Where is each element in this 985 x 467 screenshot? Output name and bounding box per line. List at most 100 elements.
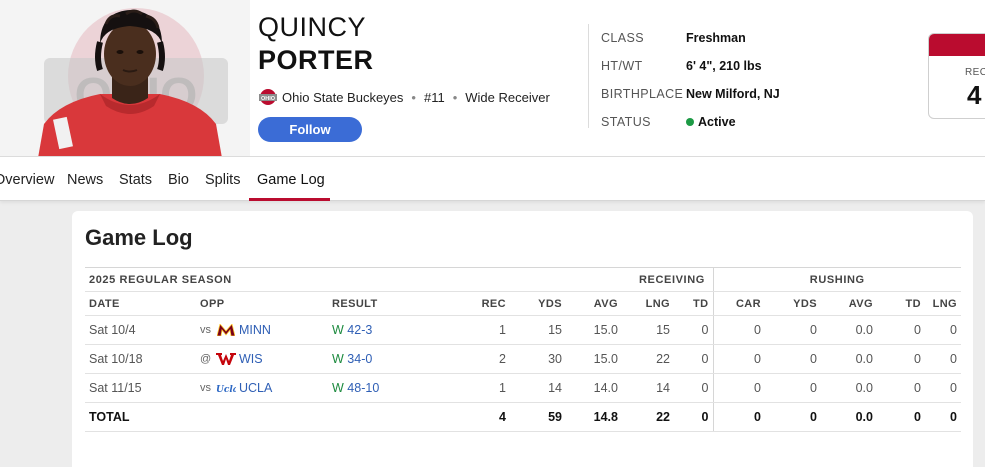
game-result[interactable]: W 34-0 bbox=[328, 344, 438, 374]
total-rush-td: 0 bbox=[877, 402, 925, 432]
team-link[interactable]: Ohio State Buckeyes bbox=[282, 89, 404, 105]
game-opponent: vs Ucla UCLA bbox=[196, 373, 328, 403]
result-wl: W bbox=[332, 323, 344, 337]
stat-rec-lng: 22 bbox=[622, 344, 674, 374]
col-rec-td[interactable]: TD bbox=[674, 291, 714, 316]
bio-label: STATUS bbox=[601, 115, 651, 129]
svg-text:OHIO: OHIO bbox=[261, 96, 276, 102]
total-car: 0 bbox=[713, 402, 765, 432]
player-last-name: PORTER bbox=[258, 45, 374, 75]
bio-row-class: CLASS Freshman bbox=[601, 24, 780, 52]
tab-splits[interactable]: Splits bbox=[205, 172, 241, 188]
tab-news[interactable]: News bbox=[67, 172, 104, 188]
stat-rec-avg: 15.0 bbox=[566, 315, 622, 345]
stat-rush-td: 0 bbox=[877, 373, 925, 403]
bio-row-status: STATUS Active bbox=[601, 108, 780, 136]
col-result[interactable]: RESULT bbox=[328, 291, 438, 316]
player-first-name: QUINCY bbox=[258, 12, 367, 42]
game-date: Sat 10/18 bbox=[85, 344, 196, 374]
wisconsin-icon bbox=[216, 351, 236, 367]
tab-overview[interactable]: Overview bbox=[0, 172, 55, 188]
col-rush-avg[interactable]: AVG bbox=[821, 291, 877, 316]
result-score[interactable]: 42-3 bbox=[347, 323, 373, 337]
col-date[interactable]: DATE bbox=[85, 291, 196, 316]
total-rush-avg: 0.0 bbox=[821, 402, 877, 432]
col-rush-lng[interactable]: LNG bbox=[925, 291, 961, 316]
player-meta: OHIO Ohio State Buckeyes • #11 • Wide Re… bbox=[258, 88, 550, 106]
table-group-header: 2025 REGULAR SEASON RECEIVING RUSHING bbox=[85, 267, 961, 292]
opponent-link[interactable]: WIS bbox=[239, 352, 263, 366]
player-number: #11 bbox=[423, 89, 445, 105]
header-divider bbox=[588, 24, 589, 128]
status-text: Active bbox=[698, 115, 736, 129]
col-rush-yds[interactable]: YDS bbox=[765, 291, 821, 316]
col-rec[interactable]: REC bbox=[438, 291, 510, 316]
season-label: 2025 REGULAR SEASON bbox=[85, 267, 438, 292]
game-result[interactable]: W 48-10 bbox=[328, 373, 438, 403]
player-position: Wide Receiver bbox=[465, 89, 550, 105]
stat-rush-avg: 0.0 bbox=[821, 373, 877, 403]
total-rush-yds: 0 bbox=[765, 402, 821, 432]
stat-rec-yds: 15 bbox=[510, 315, 566, 345]
total-label: TOTAL bbox=[85, 402, 438, 432]
stat-rec-avg: 15.0 bbox=[566, 344, 622, 374]
bio-value: Freshman bbox=[686, 31, 746, 45]
tab-stats[interactable]: Stats bbox=[119, 172, 153, 188]
bio-row-birthplace: BIRTHPLACE New Milford, NJ bbox=[601, 80, 780, 108]
col-rush-td[interactable]: TD bbox=[877, 291, 925, 316]
group-rushing: RUSHING bbox=[713, 267, 961, 292]
table-row: Sat 10/4 vs MINN W 42-3 1 15 15.0 bbox=[85, 315, 961, 345]
player-nav: Overview News Stats Bio Splits Game Log bbox=[0, 157, 985, 201]
follow-button[interactable]: Follow bbox=[258, 117, 362, 142]
player-bio: CLASS Freshman HT/WT 6' 4", 210 lbs BIRT… bbox=[601, 24, 780, 136]
table-row: Sat 11/15 vs Ucla UCLA W 48-10 1 14 bbox=[85, 373, 961, 403]
col-rec-avg[interactable]: AVG bbox=[566, 291, 622, 316]
separator-dot: • bbox=[452, 89, 458, 105]
stat-rec-lng: 15 bbox=[622, 315, 674, 345]
stat-rec-td: 0 bbox=[674, 373, 714, 403]
result-wl: W bbox=[332, 352, 344, 366]
opponent-link[interactable]: UCLA bbox=[239, 381, 273, 395]
stat-rec-yds: 30 bbox=[510, 344, 566, 374]
result-score[interactable]: 34-0 bbox=[347, 352, 373, 366]
stat-rec: 1 bbox=[438, 315, 510, 345]
stat-card-value: 4 bbox=[967, 80, 982, 110]
bio-row-htwt: HT/WT 6' 4", 210 lbs bbox=[601, 52, 780, 80]
player-headshot bbox=[38, 9, 222, 156]
total-rush-lng: 0 bbox=[925, 402, 961, 432]
col-car[interactable]: CAR bbox=[713, 291, 765, 316]
stat-rush-lng: 0 bbox=[925, 373, 961, 403]
game-opponent: vs MINN bbox=[196, 315, 328, 345]
bio-value: New Milford, NJ bbox=[686, 87, 780, 101]
table-total-row: TOTAL 4 59 14.8 22 0 0 0 0.0 0 0 bbox=[85, 402, 961, 432]
col-rec-lng[interactable]: LNG bbox=[622, 291, 674, 316]
stat-car: 0 bbox=[713, 373, 765, 403]
stat-card-label: REC bbox=[965, 67, 985, 78]
table-row: Sat 10/18 @ WIS W 34-0 2 30 15.0 bbox=[85, 344, 961, 374]
stat-rush-avg: 0.0 bbox=[821, 344, 877, 374]
home-away: vs bbox=[200, 382, 211, 394]
stat-rush-yds: 0 bbox=[765, 315, 821, 345]
stat-card: REC 4 bbox=[928, 33, 985, 119]
bio-label: HT/WT bbox=[601, 59, 643, 73]
stat-rush-td: 0 bbox=[877, 315, 925, 345]
opponent-link[interactable]: MINN bbox=[239, 323, 271, 337]
tab-bio[interactable]: Bio bbox=[168, 172, 189, 188]
stat-car: 0 bbox=[713, 315, 765, 345]
stat-rush-lng: 0 bbox=[925, 315, 961, 345]
col-opp[interactable]: OPP bbox=[196, 291, 328, 316]
col-rec-yds[interactable]: YDS bbox=[510, 291, 566, 316]
game-log-card: Game Log 2025 REGULAR SEASON RECEIVING R… bbox=[72, 211, 973, 467]
stat-rec-yds: 14 bbox=[510, 373, 566, 403]
total-rec-yds: 59 bbox=[510, 402, 566, 432]
stat-rec: 2 bbox=[438, 344, 510, 374]
tab-game-log[interactable]: Game Log bbox=[257, 172, 325, 188]
stat-rush-lng: 0 bbox=[925, 344, 961, 374]
stat-car: 0 bbox=[713, 344, 765, 374]
bio-label: BIRTHPLACE bbox=[601, 87, 684, 101]
status-active-icon bbox=[686, 118, 694, 126]
game-result[interactable]: W 42-3 bbox=[328, 315, 438, 345]
total-rec-td: 0 bbox=[674, 402, 714, 432]
team-background: OHIO bbox=[0, 0, 250, 156]
result-score[interactable]: 48-10 bbox=[347, 381, 380, 395]
